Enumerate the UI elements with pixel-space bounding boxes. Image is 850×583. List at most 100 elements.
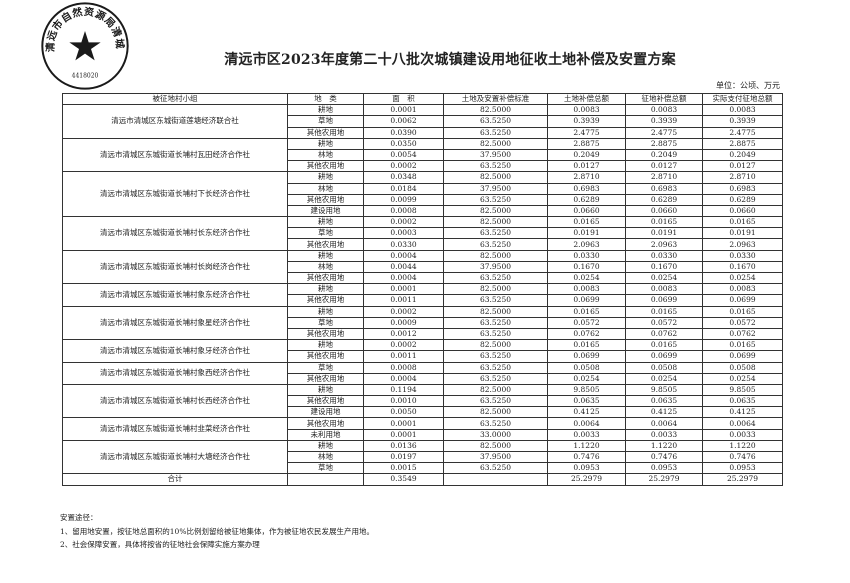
table-cell: 林地 [287, 450, 364, 464]
table-cell: 82.5000 [443, 283, 548, 296]
table-cell: 1.1220 [547, 439, 626, 453]
table-cell: 0.0699 [547, 294, 626, 307]
table-cell: 0.0083 [702, 104, 783, 117]
table-cell: 0.3939 [625, 115, 703, 128]
table-cell: 0.4125 [547, 406, 626, 419]
table-cell: 0.0330 [363, 238, 444, 251]
total-cell: 合计 [62, 473, 288, 486]
table-cell: 0.0136 [363, 439, 444, 453]
table-row: 清远市清城区东城街道长埔村长西经济合作社 耕地 0.1194 82.5000 9.850… [62, 383, 783, 419]
table-cell: 0.6289 [702, 193, 783, 206]
table-cell: 2.4775 [702, 126, 783, 139]
table-row: 清远市清城区东城街道莲塘经济联合社 耕地 0.0001 82.5000 0.0083 0.… [62, 104, 783, 139]
table-cell: 0.0015 [363, 462, 444, 475]
village-group-cell: 清远市清城区东城街道长埔村长东经济合作社 [62, 216, 288, 251]
table-cell: 其他农用地 [287, 417, 364, 430]
table-cell: 草地 [287, 227, 364, 240]
table-cell: 0.0191 [547, 227, 626, 240]
table-cell: 2.8710 [625, 171, 703, 184]
table-cell: 0.0699 [547, 350, 626, 363]
table-cell: 0.0054 [363, 148, 444, 162]
table-cell: 0.0953 [625, 462, 703, 475]
table-cell: 0.0572 [702, 316, 783, 329]
note-item: 2、社会保障安置，具体将按省的征地社会保障实施方案办理 [60, 540, 260, 549]
column-header: 面 积 [363, 92, 444, 106]
table-cell: 建设用地 [287, 406, 364, 419]
table-row: 清远市清城区东城街道长埔村韭菜经济合作社 其他农用地 0.0001 63.5250 0.… [62, 417, 783, 441]
table-row: 其他农用地 0.0004 63.5250 0.0254 0.0254 0.0254 [63, 271, 783, 285]
table-cell: 0.3939 [702, 115, 783, 128]
table-cell: 0.0002 [363, 216, 444, 229]
table-cell: 0.0699 [702, 350, 783, 363]
table-cell: 0.0762 [625, 327, 703, 341]
table-row: 未利用地 0.0001 33.0000 0.0033 0.0033 0.0033 [63, 428, 783, 441]
table-cell: 2.0963 [547, 238, 626, 251]
village-group-cell: 清远市清城区东城街道长埔村大塘经济合作社 [62, 439, 288, 475]
table-cell: 2.8875 [625, 137, 703, 150]
official-seal-icon: 清远市自然资源局清城分局 4418020 [40, 1, 129, 90]
table-row: 林地 0.0054 37.9500 0.2049 0.2049 0.2049 [63, 148, 783, 162]
table-cell: 0.0953 [547, 462, 626, 475]
table-cell: 0.0191 [702, 227, 783, 240]
unit-label: 单位：公顷、万元 [716, 81, 780, 90]
table-cell: 0.0099 [363, 193, 444, 206]
column-header: 地 类 [287, 92, 364, 106]
table-cell: 草地 [287, 316, 364, 329]
table-cell: 0.0083 [625, 104, 703, 117]
table-cell: 0.0330 [702, 249, 783, 262]
notes: 安置途径： 1、留用地安置，按征地总面积的10%比例划留给被征地集体，作为被征地… [60, 511, 374, 552]
table-cell: 0.6983 [547, 182, 626, 195]
table-cell: 其他农用地 [287, 395, 364, 408]
table-cell: 9.8505 [625, 383, 703, 397]
table-cell: 63.5250 [443, 271, 548, 285]
table-row: 林地 0.0197 37.9500 0.7476 0.7476 0.7476 [63, 450, 783, 464]
table-cell: 0.1670 [625, 260, 703, 274]
table-cell: 草地 [287, 361, 364, 374]
table-cell: 草地 [287, 462, 364, 475]
table-row: 清远市清城区东城街道长埔村长岗经济合作社 耕地 0.0004 82.5000 0.033… [62, 249, 783, 285]
table-cell: 0.0012 [363, 327, 444, 341]
table-cell: 0.0165 [702, 339, 783, 352]
table-cell: 林地 [287, 182, 364, 195]
table-cell: 0.0165 [625, 305, 703, 318]
table-cell: 63.5250 [443, 327, 548, 341]
table-cell: 0.0001 [363, 428, 444, 441]
table-cell: 0.2049 [547, 148, 626, 162]
table-cell: 0.1670 [702, 260, 783, 274]
table-cell: 9.8505 [702, 383, 783, 397]
table-cell: 0.0165 [625, 339, 703, 352]
table-cell: 82.5000 [443, 171, 548, 184]
village-group-cell: 清远市清城区东城街道长埔村长岗经济合作社 [62, 249, 288, 285]
table-cell: 0.0348 [363, 171, 444, 184]
table-cell: 0.0003 [363, 227, 444, 240]
table-cell: 0.1194 [363, 383, 444, 397]
village-group-cell: 清远市清城区东城街道长埔村下长经济合作社 [62, 171, 288, 218]
table-cell: 林地 [287, 148, 364, 162]
table-cell: 0.0660 [702, 204, 783, 218]
table-cell: 1.1220 [702, 439, 783, 453]
table-cell: 0.0165 [547, 216, 626, 229]
table-cell: 0.0165 [547, 305, 626, 318]
table-cell: 2.4775 [625, 126, 703, 139]
table-cell: 耕地 [287, 137, 364, 150]
table-cell: 0.0004 [363, 372, 444, 385]
village-group-cell: 清远市清城区东城街道长埔村韭菜经济合作社 [62, 417, 288, 441]
table-cell: 2.0963 [702, 238, 783, 251]
table-cell: 0.0572 [547, 316, 626, 329]
table-cell: 0.0011 [363, 350, 444, 363]
table-cell: 其他农用地 [287, 160, 364, 173]
table-cell: 2.8710 [547, 171, 626, 184]
table-cell: 0.0083 [547, 283, 626, 296]
column-header: 实际支付征地总额 [702, 92, 783, 106]
table-cell: 37.9500 [443, 450, 548, 464]
table-cell: 0.0008 [363, 204, 444, 218]
table-cell: 其他农用地 [287, 294, 364, 307]
table-cell: 63.5250 [443, 126, 548, 139]
table-row: 草地 0.0003 63.5250 0.0191 0.0191 0.0191 [63, 227, 783, 240]
table-row: 建设用地 0.0008 82.5000 0.0660 0.0660 0.0660 [63, 204, 783, 218]
table-cell: 63.5250 [443, 361, 548, 374]
table-cell: 0.0330 [547, 249, 626, 262]
table-cell: 0.0699 [702, 294, 783, 307]
table-cell: 0.0001 [363, 417, 444, 430]
table-cell: 0.0001 [363, 283, 444, 296]
